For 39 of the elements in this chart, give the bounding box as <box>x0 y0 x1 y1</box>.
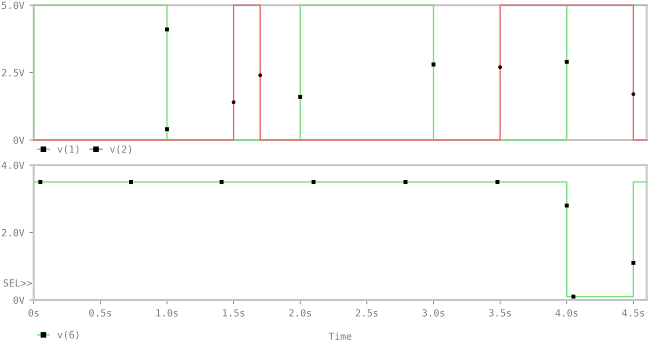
y-tick-label: 5.0V <box>2 2 24 10</box>
y-tick-label: 2.5V <box>2 69 24 76</box>
point <box>164 27 169 32</box>
y-tick-label: 0V <box>14 296 24 304</box>
y-tick-label: 0V <box>14 136 24 144</box>
point <box>129 180 133 184</box>
x-tick-label: 0s <box>28 309 39 317</box>
x-tick-label: 0.5s <box>89 309 112 317</box>
point <box>232 100 236 104</box>
legend-label: v(2) <box>110 145 131 154</box>
x-tick-label: 1.0s <box>156 309 178 317</box>
x-tick-label: 4.5s <box>622 309 644 317</box>
x-axis-title: Time <box>328 332 352 340</box>
legend-label: v(6) <box>58 330 78 340</box>
x-tick-label: 1.5s <box>223 309 244 317</box>
point <box>495 180 500 184</box>
point <box>498 65 502 70</box>
point <box>571 294 576 299</box>
point <box>631 92 636 96</box>
point <box>312 180 316 184</box>
x-tick-label: 3.0s <box>422 309 444 317</box>
x-tick-label: 4.0s <box>556 309 578 317</box>
point <box>258 73 262 78</box>
x-tick-label: 3.5s <box>489 309 511 317</box>
point <box>38 180 42 184</box>
point <box>164 127 169 132</box>
point <box>564 204 569 208</box>
point <box>404 180 408 184</box>
point <box>631 260 636 265</box>
x-tick-label: 2.0s <box>289 309 311 317</box>
x-tick-label: 2.5s <box>356 309 378 317</box>
legend-label: v(1) <box>58 145 78 154</box>
y-tick-label: 2.0V <box>2 229 24 236</box>
point <box>564 60 569 64</box>
point <box>432 62 436 66</box>
point <box>298 94 302 99</box>
y-tick-label: 4.0V <box>2 162 24 169</box>
text: SEL>> <box>4 279 32 287</box>
point <box>220 180 224 184</box>
